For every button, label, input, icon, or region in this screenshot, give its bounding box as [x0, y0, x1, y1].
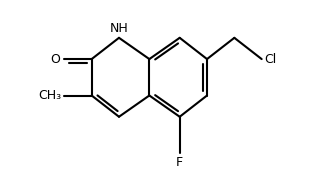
Text: NH: NH — [110, 22, 128, 35]
Text: Cl: Cl — [265, 53, 277, 66]
Text: F: F — [176, 156, 183, 169]
Text: CH₃: CH₃ — [38, 89, 61, 102]
Text: O: O — [50, 53, 60, 66]
